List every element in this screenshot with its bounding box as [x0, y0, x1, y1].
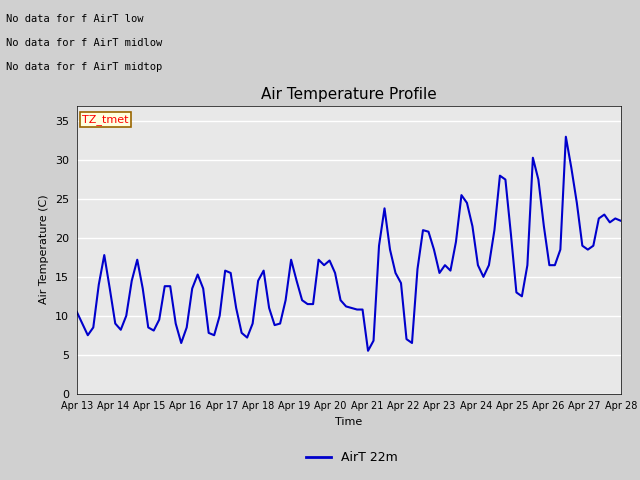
Title: Air Temperature Profile: Air Temperature Profile — [261, 87, 436, 102]
X-axis label: Time: Time — [335, 417, 362, 427]
Y-axis label: Air Temperature (C): Air Temperature (C) — [40, 195, 49, 304]
Text: No data for f AirT midtop: No data for f AirT midtop — [6, 62, 163, 72]
Text: TZ_tmet: TZ_tmet — [82, 114, 129, 125]
Text: No data for f AirT midlow: No data for f AirT midlow — [6, 38, 163, 48]
Legend: AirT 22m: AirT 22m — [301, 446, 403, 469]
Text: No data for f AirT low: No data for f AirT low — [6, 14, 144, 24]
